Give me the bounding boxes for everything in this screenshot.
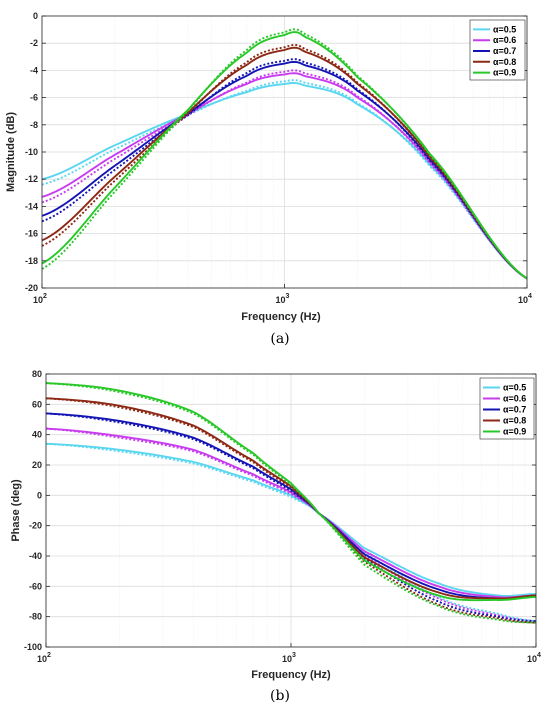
x-tick-label: 104	[518, 293, 532, 305]
y-tick-label: -80	[29, 612, 42, 622]
y-tick-label: -2	[30, 38, 38, 48]
y-tick-label: -4	[30, 65, 38, 75]
y-tick-label: 0	[33, 11, 38, 21]
legend-label-0: α=0.5	[503, 383, 526, 393]
legend-label-1: α=0.6	[503, 394, 526, 404]
series-line-dotted-2	[41, 58, 528, 280]
series-line-solid-2	[45, 412, 537, 600]
series-line-dotted-3	[41, 43, 528, 280]
series-line-dotted-4	[45, 382, 537, 624]
legend-label-4: α=0.9	[493, 68, 516, 78]
y-tick-label: -14	[25, 201, 38, 211]
x-axis-label: Frequency (Hz)	[251, 669, 331, 681]
y-tick-label: 60	[32, 399, 42, 409]
y-tick-label: 20	[32, 460, 42, 470]
x-tick-label: 102	[37, 652, 51, 664]
y-tick-label: 40	[32, 430, 42, 440]
y-tick-label: -60	[29, 581, 42, 591]
series-line-solid-0	[45, 442, 537, 597]
series-line-dotted-3	[45, 397, 537, 624]
x-tick-label: 103	[276, 293, 290, 305]
x-tick-label: 104	[527, 652, 541, 664]
y-tick-label: -10	[25, 147, 38, 157]
y-tick-label: -20	[29, 521, 42, 531]
y-tick-label: 80	[32, 369, 42, 379]
y-tick-label: 0	[37, 490, 42, 500]
series-line-dotted-0	[41, 79, 528, 280]
y-axis-label: Phase (deg)	[10, 479, 22, 542]
y-axis-label: Magnitude (dB)	[5, 112, 17, 192]
y-tick-label: -18	[25, 256, 38, 266]
series-line-dotted-2	[45, 412, 537, 623]
y-tick-label: -100	[24, 642, 42, 652]
y-tick-label: -20	[25, 283, 38, 293]
y-tick-label: -6	[30, 93, 38, 103]
series-line-dotted-1	[41, 69, 528, 280]
series-line-solid-4	[45, 382, 537, 602]
figure-caption: (a)	[270, 331, 289, 347]
series-line-solid-3	[41, 46, 528, 280]
figure-caption: (b)	[270, 688, 290, 704]
x-tick-label: 102	[33, 293, 47, 305]
legend-label-3: α=0.8	[493, 57, 516, 67]
legend-label-2: α=0.7	[503, 405, 526, 415]
series-line-solid-1	[45, 427, 537, 599]
series-line-dotted-0	[45, 442, 537, 623]
y-tick-label: -40	[29, 551, 42, 561]
legend-label-4: α=0.9	[503, 427, 526, 437]
legend-label-0: α=0.5	[493, 24, 516, 34]
y-tick-label: -12	[25, 174, 38, 184]
y-tick-label: -16	[25, 229, 38, 239]
legend-label-3: α=0.8	[503, 416, 526, 426]
x-tick-label: 103	[282, 652, 296, 664]
y-tick-label: -8	[30, 120, 38, 130]
legend-label-1: α=0.6	[493, 35, 516, 45]
series-line-solid-3	[45, 397, 537, 600]
legend-label-2: α=0.7	[493, 46, 516, 56]
x-axis-label: Frequency (Hz)	[241, 311, 321, 323]
